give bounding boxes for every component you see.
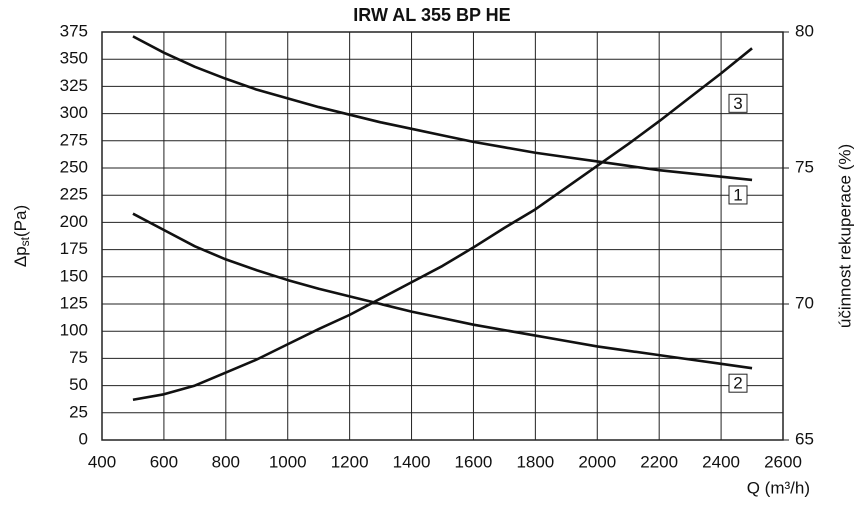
series-label-box bbox=[728, 93, 748, 113]
y2-tick-label: 65 bbox=[795, 429, 814, 448]
x-tick-label: 1600 bbox=[455, 452, 493, 471]
y-tick-label: 325 bbox=[60, 76, 88, 95]
y-tick-label: 200 bbox=[60, 212, 88, 231]
x-tick-label: 1000 bbox=[269, 452, 307, 471]
x-tick-label: 2200 bbox=[640, 452, 678, 471]
y-axis-label: Δpst(Pa) bbox=[11, 205, 32, 267]
y2-axis-label: účinnost rekuperace (%) bbox=[835, 144, 854, 328]
series-label: 3 bbox=[733, 94, 742, 113]
y-tick-label: 250 bbox=[60, 157, 88, 176]
chart-title: IRW AL 355 BP HE bbox=[353, 5, 510, 25]
y-label-part: (Pa) bbox=[11, 205, 30, 237]
series-label-box bbox=[728, 373, 748, 393]
y-tick-label: 300 bbox=[60, 103, 88, 122]
x-tick-label: 1200 bbox=[331, 452, 369, 471]
y-tick-label: 350 bbox=[60, 49, 88, 68]
y-tick-label: 50 bbox=[69, 375, 88, 394]
series-line bbox=[132, 35, 753, 182]
x-tick-label: 1400 bbox=[393, 452, 431, 471]
y-tick-label: 100 bbox=[60, 321, 88, 340]
series-line bbox=[132, 212, 753, 370]
series-label: 1 bbox=[733, 185, 742, 204]
y-tick-label: 275 bbox=[60, 130, 88, 149]
y-label-part: Δp bbox=[11, 246, 30, 267]
x-tick-label: 1800 bbox=[516, 452, 554, 471]
x-tick-label: 2600 bbox=[764, 452, 802, 471]
x-tick-label: 600 bbox=[150, 452, 178, 471]
y2-tick-label: 70 bbox=[795, 293, 814, 312]
y-tick-label: 175 bbox=[60, 239, 88, 258]
plot-frame bbox=[101, 31, 784, 441]
y-tick-label: 225 bbox=[60, 185, 88, 204]
series-label-box bbox=[728, 185, 748, 205]
series-line bbox=[132, 47, 753, 402]
y-tick-label: 25 bbox=[69, 402, 88, 421]
y-tick-label: 375 bbox=[60, 21, 88, 40]
x-tick-label: 2000 bbox=[578, 452, 616, 471]
y-label-subscript: st bbox=[18, 236, 32, 246]
series-label: 2 bbox=[733, 374, 742, 393]
y-tick-label: 150 bbox=[60, 266, 88, 285]
y-tick-label: 0 bbox=[79, 429, 88, 448]
x-tick-label: 2400 bbox=[702, 452, 740, 471]
y2-tick-label: 75 bbox=[795, 157, 814, 176]
y-tick-label: 75 bbox=[69, 348, 88, 367]
x-tick-label: 800 bbox=[212, 452, 240, 471]
y2-tick-label: 80 bbox=[795, 21, 814, 40]
y-tick-label: 125 bbox=[60, 293, 88, 312]
x-tick-label: 400 bbox=[88, 452, 116, 471]
x-axis-label: Q (m³/h) bbox=[747, 478, 810, 497]
